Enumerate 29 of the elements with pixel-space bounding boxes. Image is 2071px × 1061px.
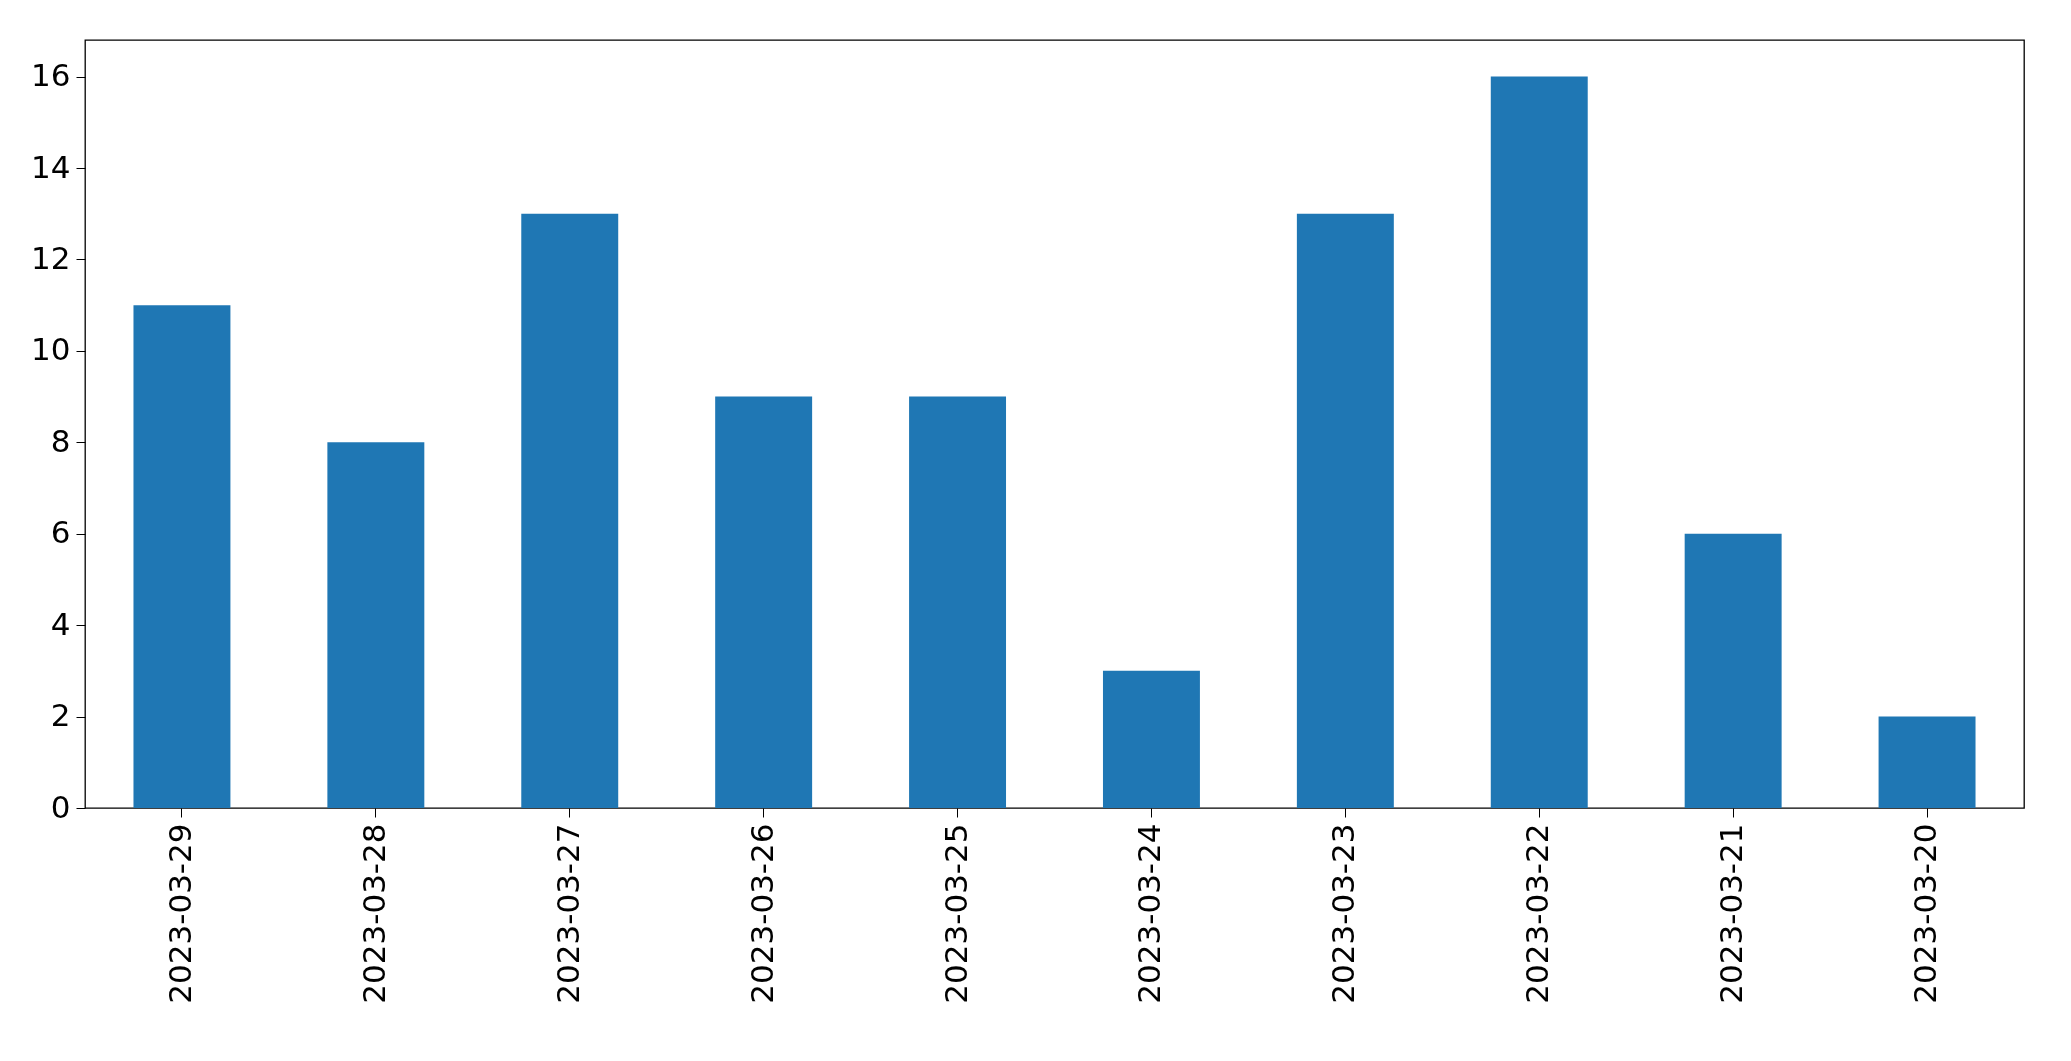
x-tick-label: 2023-03-24 [1131, 823, 1168, 1004]
x-tick-label: 2023-03-21 [1713, 823, 1750, 1004]
bar [1684, 533, 1782, 808]
bar [715, 396, 813, 808]
bar [1296, 213, 1394, 808]
y-tick-label: 6 [50, 514, 71, 551]
x-tick-label: 2023-03-26 [743, 823, 780, 1004]
x-tick-label: 2023-03-25 [937, 823, 974, 1004]
bar [1878, 716, 1976, 808]
y-tick-label: 0 [50, 788, 71, 825]
y-tick-label: 10 [31, 331, 71, 368]
y-tick-label: 4 [50, 605, 71, 642]
x-tick-label: 2023-03-27 [549, 823, 586, 1004]
bar [133, 305, 231, 808]
y-tick-label: 16 [31, 57, 71, 94]
bar [1490, 76, 1588, 808]
bar [909, 396, 1007, 808]
x-tick-label: 2023-03-23 [1325, 823, 1362, 1004]
bar [1102, 670, 1200, 808]
bar [521, 213, 619, 808]
x-tick-label: 2023-03-28 [355, 823, 392, 1004]
x-tick-label: 2023-03-29 [161, 823, 198, 1004]
x-tick-label: 2023-03-22 [1519, 823, 1556, 1004]
x-tick-label: 2023-03-20 [1907, 823, 1944, 1004]
y-tick-label: 14 [31, 148, 71, 185]
y-tick-label: 8 [50, 422, 71, 459]
bar [327, 442, 425, 808]
y-tick-label: 12 [31, 239, 71, 276]
y-tick-label: 2 [50, 697, 71, 734]
